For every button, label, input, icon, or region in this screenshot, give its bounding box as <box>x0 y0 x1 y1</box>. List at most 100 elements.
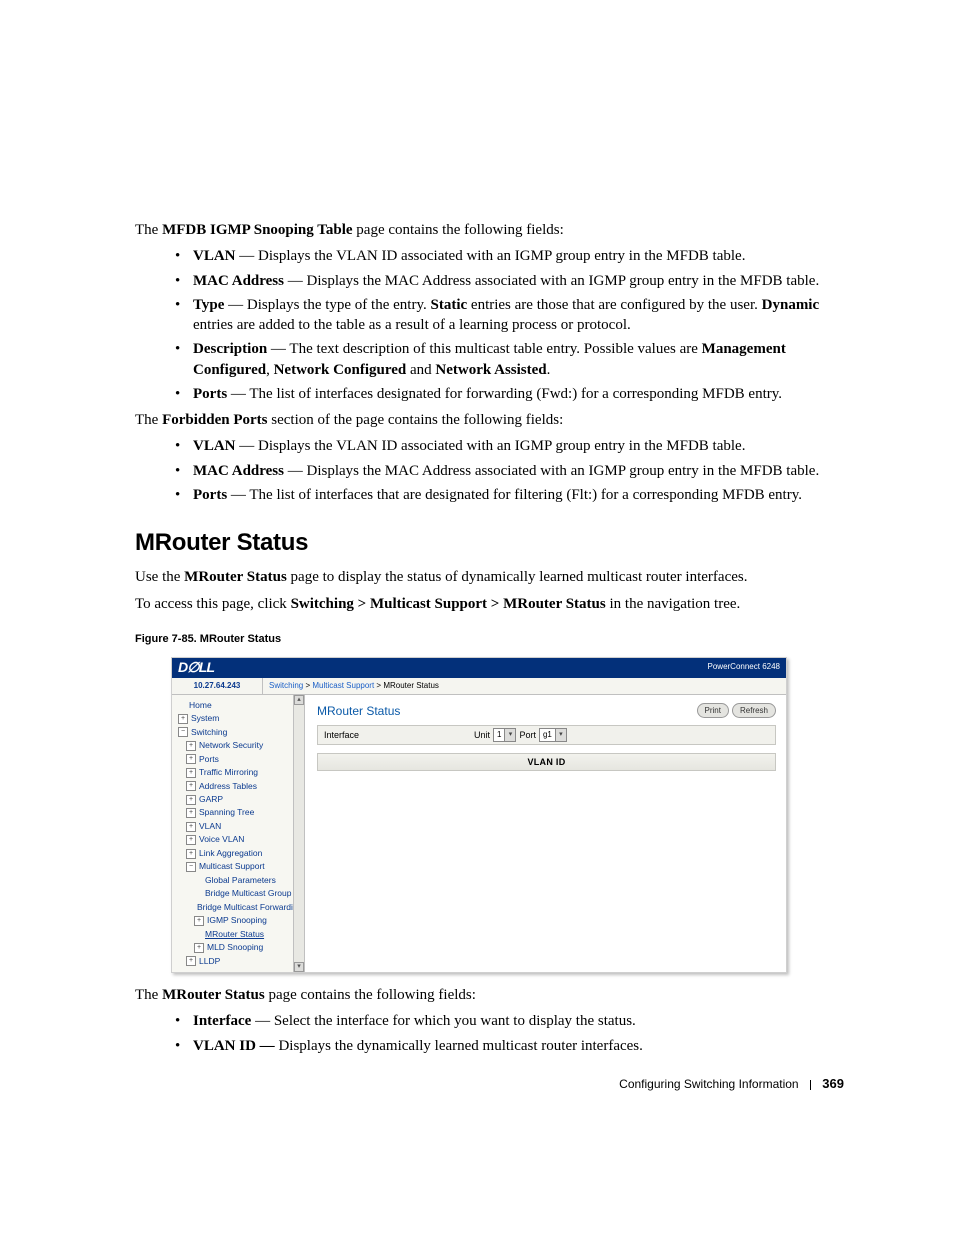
sidebar-item-igmp-snooping[interactable]: +IGMP Snooping <box>174 914 304 927</box>
expand-icon[interactable]: + <box>186 768 196 778</box>
sidebar-item-system[interactable]: +System <box>174 712 304 725</box>
list-item: Description — The text description of th… <box>175 339 844 380</box>
expand-icon[interactable]: + <box>186 808 196 818</box>
list-item: MAC Address — Displays the MAC Address a… <box>175 461 844 481</box>
use-line: Use the MRouter Status page to display t… <box>135 567 844 587</box>
sidebar-item-garp[interactable]: +GARP <box>174 793 304 806</box>
text: — Select the interface for which you wan… <box>251 1013 635 1029</box>
figure-caption: Figure 7-85. MRouter Status <box>135 632 844 647</box>
unit-value: 1 <box>497 730 501 741</box>
collapse-icon[interactable]: − <box>186 862 196 872</box>
post-line: The MRouter Status page contains the fol… <box>135 985 844 1005</box>
sidebar-item-address-tables[interactable]: +Address Tables <box>174 780 304 793</box>
text: and <box>406 362 435 378</box>
text: — The text description of this multicast… <box>267 341 702 357</box>
screenshot-figure: D∅LL PowerConnect 6248 10.27.64.243 Swit… <box>171 657 787 973</box>
text: section of the page contains the followi… <box>268 412 564 428</box>
breadcrumb-link[interactable]: Multicast Support <box>312 681 374 690</box>
breadcrumb-sep: > <box>374 681 383 690</box>
text: — Displays the VLAN ID associated with a… <box>236 248 746 264</box>
access-line: To access this page, click Switching > M… <box>135 594 844 614</box>
list-item: VLAN — Displays the VLAN ID associated w… <box>175 246 844 266</box>
text-bold: Dynamic <box>762 297 820 313</box>
sidebar-item-voice-vlan[interactable]: +Voice VLAN <box>174 833 304 846</box>
text: The <box>135 987 162 1003</box>
text: — The list of interfaces designated for … <box>227 386 782 402</box>
expand-icon[interactable]: + <box>186 849 196 859</box>
expand-icon[interactable]: + <box>186 741 196 751</box>
text: entries are those that are configured by… <box>467 297 761 313</box>
expand-icon[interactable]: + <box>186 956 196 966</box>
sidebar-item-multicast-support[interactable]: −Multicast Support <box>174 860 304 873</box>
list-item: Type — Displays the type of the entry. S… <box>175 295 844 336</box>
list-item: Ports — The list of interfaces that are … <box>175 485 844 505</box>
expand-icon[interactable]: + <box>186 781 196 791</box>
vlan-id-header: VLAN ID <box>317 753 776 771</box>
intro-line: The MFDB IGMP Snooping Table page contai… <box>135 220 844 240</box>
expand-icon[interactable]: + <box>194 943 204 953</box>
text: — Displays the type of the entry. <box>224 297 430 313</box>
nav-sidebar: ▴ ▾ Home +System −Switching +Network Sec… <box>172 695 305 972</box>
text-bold: MRouter Status <box>184 569 287 585</box>
expand-icon[interactable]: + <box>186 754 196 764</box>
expand-icon[interactable]: + <box>186 835 196 845</box>
ip-address: 10.27.64.243 <box>172 678 263 694</box>
sidebar-item-label: Traffic Mirroring <box>199 767 258 778</box>
sidebar-item-label: MRouter Status <box>205 929 264 940</box>
sidebar-item-label: VLAN <box>199 821 221 832</box>
sidebar-item-label: GARP <box>199 794 223 805</box>
list-item: MAC Address — Displays the MAC Address a… <box>175 271 844 291</box>
field-list-2: VLAN — Displays the VLAN ID associated w… <box>135 436 844 505</box>
port-select[interactable]: g1 ▾ <box>539 728 567 742</box>
text: in the navigation tree. <box>606 596 741 612</box>
sidebar-item-label: MLD Snooping <box>207 942 263 953</box>
unit-label: Unit <box>474 729 490 741</box>
sidebar-item-vlan[interactable]: +VLAN <box>174 820 304 833</box>
text-bold: MRouter Status <box>162 987 265 1003</box>
field-list-3: Interface — Select the interface for whi… <box>135 1011 844 1056</box>
interface-label: Interface <box>324 729 454 741</box>
sidebar-item-mld-snooping[interactable]: +MLD Snooping <box>174 941 304 954</box>
footer-section: Configuring Switching Information <box>619 1077 798 1091</box>
text: — Displays the MAC Address associated wi… <box>284 463 819 479</box>
expand-icon[interactable]: + <box>186 822 196 832</box>
sidebar-item-mrouter-status[interactable]: MRouter Status <box>174 928 304 941</box>
collapse-icon[interactable]: − <box>178 727 188 737</box>
main-panel: MRouter Status Print Refresh Interface U… <box>305 695 786 972</box>
sidebar-item-switching[interactable]: −Switching <box>174 726 304 739</box>
expand-icon[interactable]: + <box>178 714 188 724</box>
sidebar-item-global-parameters[interactable]: Global Parameters <box>174 874 304 887</box>
sidebar-item-ports[interactable]: +Ports <box>174 753 304 766</box>
sidebar-item-label: System <box>191 713 219 724</box>
text-bold: Forbidden Ports <box>162 412 267 428</box>
page-title-bar: MRouter Status Print Refresh <box>317 703 776 719</box>
expand-icon[interactable]: + <box>194 916 204 926</box>
sidebar-item-bridge-multicast-forwarding[interactable]: Bridge Multicast Forwarding <box>174 901 304 914</box>
text: entries are added to the table as a resu… <box>193 317 631 333</box>
section-heading: MRouter Status <box>135 527 844 559</box>
list-item: VLAN ID — Displays the dynamically learn… <box>175 1036 844 1056</box>
unit-select[interactable]: 1 ▾ <box>493 728 516 742</box>
sidebar-item-traffic-mirroring[interactable]: +Traffic Mirroring <box>174 766 304 779</box>
sidebar-item-network-security[interactable]: +Network Security <box>174 739 304 752</box>
breadcrumb-bar: 10.27.64.243 Switching > Multicast Suppo… <box>172 678 786 695</box>
sidebar-item-link-aggregation[interactable]: +Link Aggregation <box>174 847 304 860</box>
text: — Displays the MAC Address associated wi… <box>284 273 819 289</box>
chevron-down-icon: ▾ <box>504 729 515 741</box>
refresh-button[interactable]: Refresh <box>732 703 776 718</box>
scroll-down-button[interactable]: ▾ <box>294 962 304 972</box>
scroll-up-button[interactable]: ▴ <box>294 695 304 705</box>
dell-logo: D∅LL <box>178 658 214 677</box>
list-item: VLAN — Displays the VLAN ID associated w… <box>175 436 844 456</box>
sidebar-item-spanning-tree[interactable]: +Spanning Tree <box>174 806 304 819</box>
breadcrumb-link[interactable]: Switching <box>269 681 303 690</box>
app-topbar: D∅LL PowerConnect 6248 <box>172 658 786 678</box>
text: — The list of interfaces that are design… <box>227 487 802 503</box>
term: MAC Address <box>193 273 284 289</box>
sidebar-item-lldp[interactable]: +LLDP <box>174 955 304 968</box>
sidebar-item-label: Link Aggregation <box>199 848 262 859</box>
print-button[interactable]: Print <box>697 703 729 718</box>
sidebar-item-bridge-multicast-group[interactable]: Bridge Multicast Group <box>174 887 304 900</box>
expand-icon[interactable]: + <box>186 795 196 805</box>
sidebar-item-home[interactable]: Home <box>174 699 304 712</box>
